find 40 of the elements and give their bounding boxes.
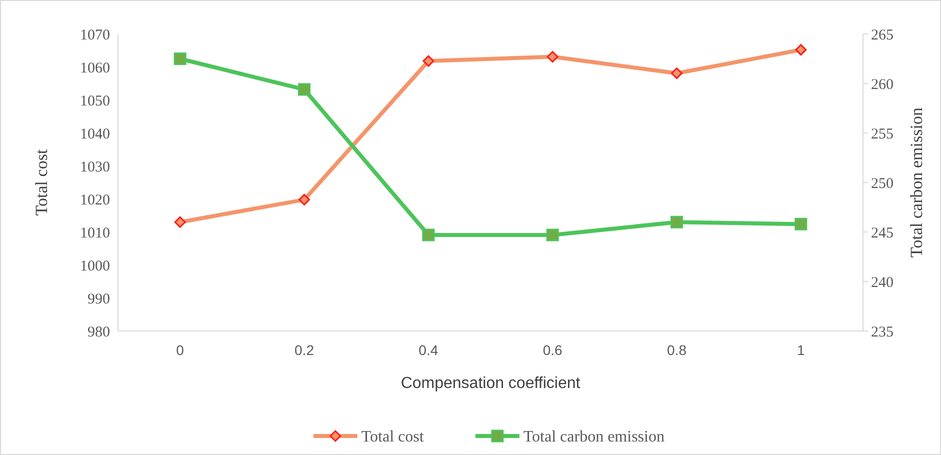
- legend-label: Total cost: [361, 428, 424, 446]
- y2-tick-label: 235: [871, 324, 894, 340]
- x-tick-label: 0.2: [294, 342, 314, 358]
- y2-tick-label: 250: [871, 176, 894, 192]
- y-tick-label: 1020: [80, 192, 110, 208]
- point: [298, 194, 310, 206]
- point: [546, 228, 559, 242]
- y2-axis-title: Total carbon emission: [907, 107, 926, 258]
- point: [422, 228, 435, 242]
- legend-label: Total carbon emission: [523, 428, 664, 446]
- point: [795, 44, 807, 56]
- x-tick-label: 0.8: [667, 342, 687, 358]
- y-tick-label: 1000: [80, 258, 110, 274]
- y-tick-label: 1010: [80, 225, 110, 242]
- y-axis-title: Total cost: [32, 149, 51, 216]
- y-tick-label: 990: [88, 291, 110, 308]
- y-tick-label: 1030: [80, 159, 110, 176]
- y2-tick-label: 255: [871, 126, 894, 142]
- y-tick-label: 1040: [80, 126, 110, 142]
- point: [174, 216, 186, 228]
- x-tick-label: 0.6: [542, 342, 563, 358]
- y-tick-label: 1070: [80, 27, 110, 44]
- point: [671, 68, 682, 80]
- point: [298, 83, 310, 96]
- y2-tick-label: 265: [871, 27, 894, 44]
- point: [794, 218, 808, 230]
- x-axis-title: Compensation coefficient: [400, 375, 581, 392]
- x-tick-label: 1: [797, 342, 806, 358]
- point: [422, 55, 434, 67]
- y2-tick-label: 245: [871, 225, 894, 242]
- y2-tick-label: 240: [871, 274, 894, 291]
- point: [174, 52, 186, 65]
- point: [546, 51, 558, 63]
- y-tick-label: 980: [88, 324, 110, 340]
- y-tick-label: 1060: [80, 60, 110, 76]
- y2-tick-label: 260: [871, 76, 894, 93]
- x-tick-label: 0.4: [418, 342, 438, 358]
- point: [670, 216, 683, 228]
- x-tick-label: 0: [176, 342, 184, 358]
- y-tick-label: 1050: [80, 93, 110, 110]
